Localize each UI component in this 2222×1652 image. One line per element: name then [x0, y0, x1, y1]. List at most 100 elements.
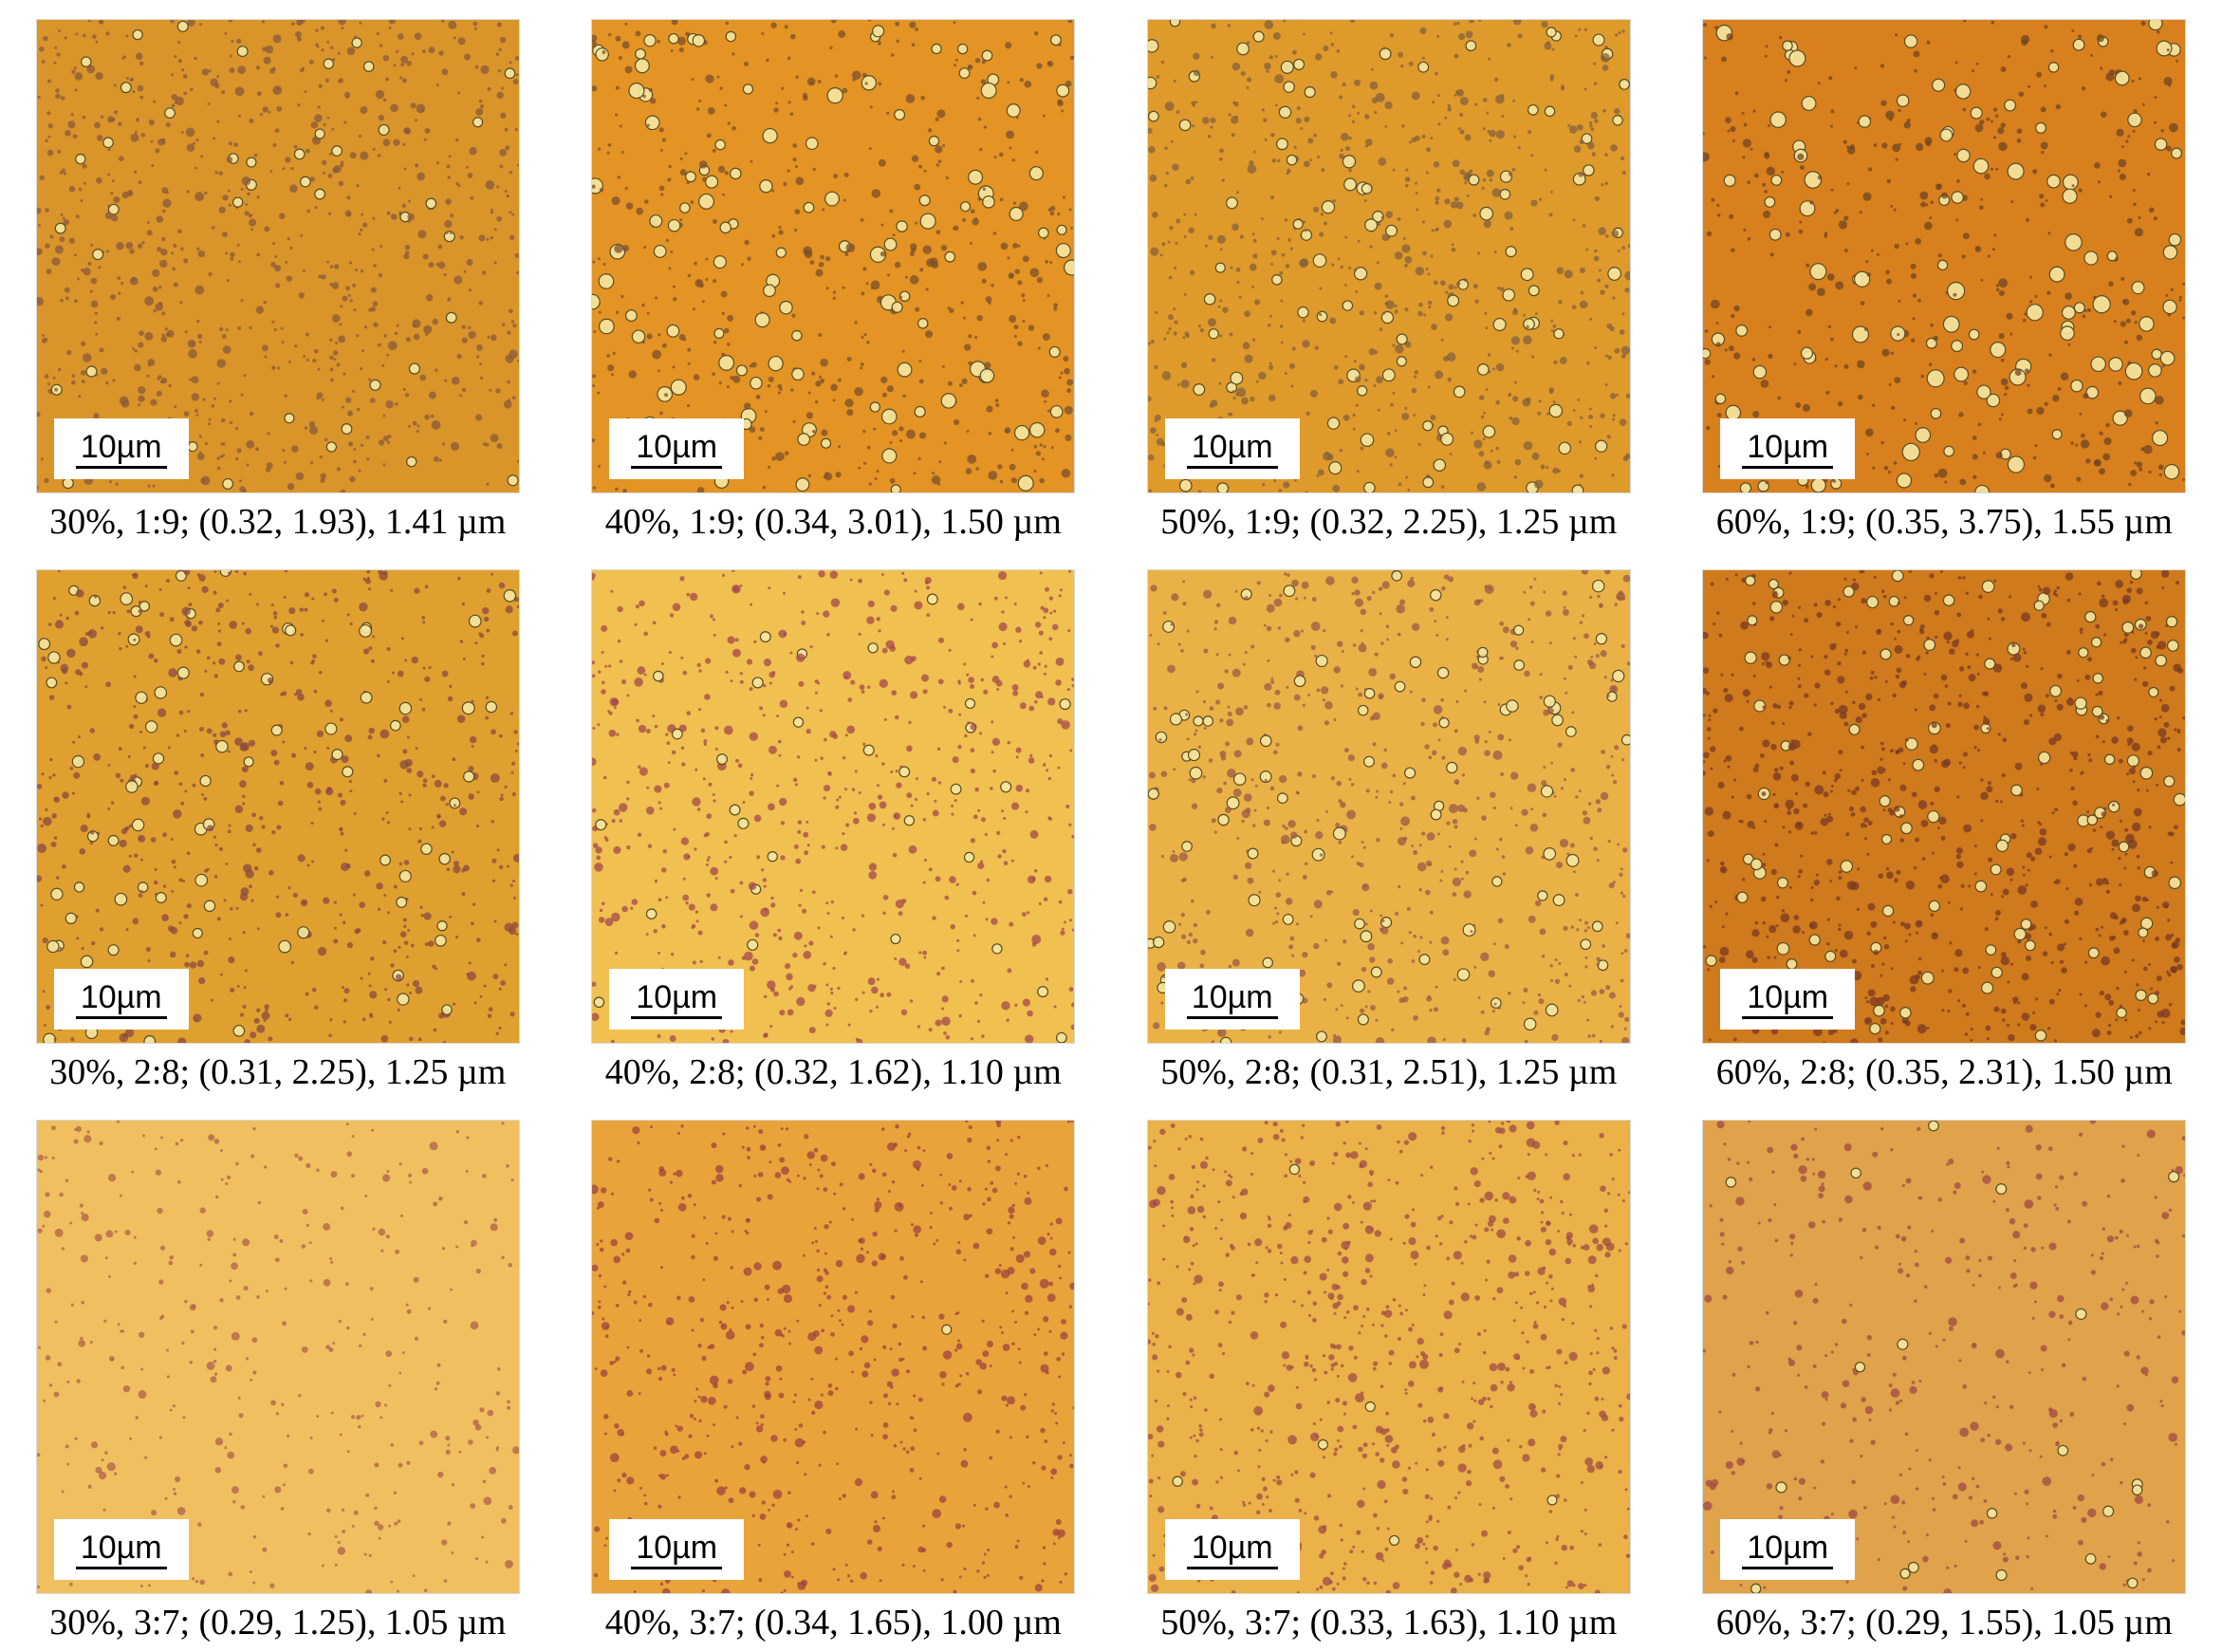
droplet [1369, 909, 1373, 913]
droplet [1618, 79, 1630, 90]
droplet [775, 102, 779, 105]
droplet [222, 195, 229, 201]
droplet [901, 1009, 908, 1016]
droplet [1432, 722, 1437, 728]
droplet [347, 441, 353, 447]
droplet [1202, 715, 1213, 727]
droplet [971, 209, 975, 214]
droplet [1492, 942, 1496, 946]
droplet [700, 728, 706, 733]
droplet [914, 405, 926, 418]
droplet [824, 737, 827, 742]
droplet [269, 749, 278, 757]
droplet [65, 349, 72, 356]
droplet [1315, 654, 1328, 668]
droplet [115, 772, 121, 779]
droplet [1065, 804, 1070, 809]
droplet [1068, 208, 1072, 212]
droplet [1717, 465, 1721, 469]
droplet [272, 34, 282, 44]
droplet [125, 241, 133, 250]
droplet [713, 279, 717, 284]
droplet [220, 418, 226, 423]
droplet [1014, 269, 1021, 274]
droplet [1219, 248, 1223, 251]
droplet [511, 792, 516, 797]
droplet [1274, 74, 1284, 84]
droplet [1804, 171, 1823, 189]
droplet [845, 243, 856, 253]
droplet [1170, 622, 1174, 626]
droplet [232, 660, 245, 673]
droplet [1998, 278, 2009, 288]
droplet [1359, 1008, 1365, 1013]
droplet [1504, 211, 1513, 220]
droplet [1404, 341, 1412, 348]
droplet [2135, 228, 2144, 237]
droplet [93, 753, 101, 761]
droplet [680, 837, 690, 845]
droplet [904, 655, 914, 665]
droplet [1147, 127, 1153, 134]
droplet [1156, 433, 1159, 436]
droplet [446, 164, 451, 169]
droplet [1360, 433, 1375, 447]
droplet [831, 20, 837, 24]
droplet [468, 614, 482, 628]
droplet [453, 864, 461, 874]
droplet [204, 669, 208, 673]
droplet [1983, 451, 1987, 455]
droplet [93, 595, 97, 599]
droplet [1068, 823, 1072, 826]
droplet [1608, 882, 1615, 889]
droplet [156, 215, 163, 223]
droplet [1578, 789, 1582, 793]
droplet [1476, 646, 1489, 659]
droplet [1002, 848, 1007, 854]
droplet [271, 626, 279, 634]
droplet [106, 807, 110, 810]
droplet [133, 572, 138, 577]
droplet [1345, 809, 1356, 820]
droplet [85, 365, 98, 378]
droplet [767, 383, 771, 388]
droplet [1479, 206, 1493, 221]
droplet [325, 260, 329, 264]
droplet [324, 639, 328, 642]
droplet [475, 344, 483, 351]
droplet [506, 864, 509, 868]
droplet [1617, 249, 1620, 252]
droplet [1610, 773, 1614, 777]
droplet [1920, 820, 1929, 827]
droplet [176, 733, 179, 737]
droplet [901, 899, 907, 904]
droplet [1418, 954, 1431, 966]
droplet [281, 449, 286, 453]
droplet [1846, 145, 1850, 149]
droplet [1338, 153, 1344, 159]
droplet [1433, 458, 1446, 472]
droplet [218, 846, 223, 852]
droplet [1543, 847, 1556, 861]
droplet [54, 620, 64, 629]
droplet [447, 176, 451, 179]
droplet [287, 360, 291, 363]
droplet [697, 487, 705, 492]
droplet [1364, 1005, 1368, 1009]
droplet [387, 341, 398, 351]
droplet [789, 112, 794, 116]
droplet [692, 797, 701, 807]
droplet [712, 372, 716, 376]
droplet [1509, 227, 1514, 232]
droplet [1233, 750, 1242, 758]
droplet [225, 599, 229, 603]
droplet [310, 821, 314, 826]
droplet [1993, 233, 1997, 237]
droplet [1172, 849, 1176, 853]
droplet [358, 134, 362, 139]
droplet [435, 84, 439, 87]
droplet [1372, 742, 1377, 747]
droplet [1603, 570, 1611, 575]
droplet [199, 753, 204, 758]
droplet [133, 675, 137, 678]
